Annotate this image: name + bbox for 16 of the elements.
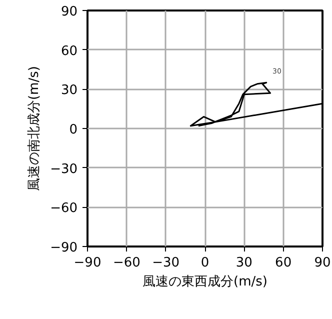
y-axis-title: 風速の南北成分(m/s) — [27, 66, 42, 191]
x-tick-label: 60 — [275, 256, 292, 270]
x-axis-title: 風速の東西成分(m/s) — [142, 274, 268, 290]
x-tick-label: 90 — [314, 256, 331, 270]
x-tick-label: −90 — [74, 256, 102, 270]
x-tick-label: 0 — [200, 256, 210, 270]
y-tick-label: −90 — [50, 240, 78, 256]
x-tick-label: −60 — [112, 256, 140, 270]
y-tick-label: 90 — [60, 4, 78, 20]
y-tick-label: 0 — [69, 122, 78, 138]
y-tick-label: −30 — [50, 162, 78, 177]
x-tick-label: 30 — [236, 256, 252, 270]
y-tick-label: 60 — [60, 44, 78, 59]
x-tick-label: −30 — [152, 256, 180, 270]
y-tick-label: 30 — [60, 83, 78, 98]
y-tick-label: −60 — [50, 201, 78, 216]
